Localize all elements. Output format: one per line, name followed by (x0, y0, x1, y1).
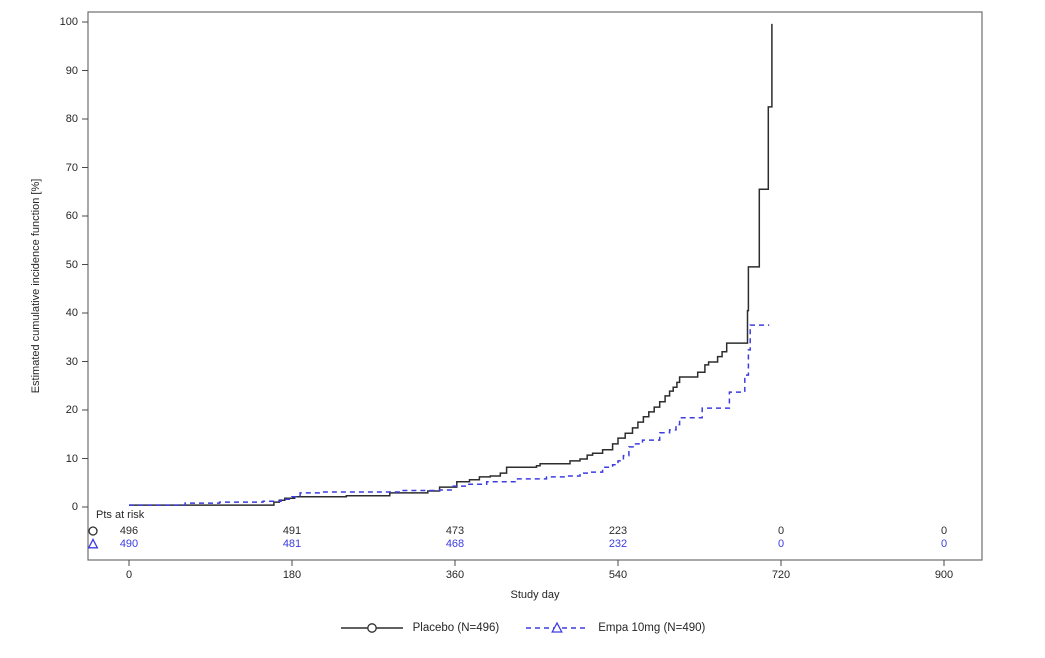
risk-count: 0 (777, 525, 785, 537)
risk-count: 0 (940, 525, 948, 537)
empa-dashed-triangle-icon (526, 621, 589, 633)
series-curve-placebo (129, 23, 773, 506)
x-axis-title: Study day (510, 589, 560, 601)
risk-count: 232 (608, 538, 628, 550)
risk-count: 491 (282, 525, 302, 537)
x-tick-label: 540 (608, 569, 628, 581)
y-axis-title: Estimated cumulative incidence function … (30, 178, 42, 394)
legend: Placebo (N=496) Empa 10mg (N=490) (0, 621, 1045, 635)
y-tick-label: 100 (59, 16, 78, 28)
y-tick-label: 50 (65, 258, 78, 271)
legend-entry-placebo: Placebo (N=496) (340, 621, 500, 635)
risk-count: 468 (445, 538, 465, 550)
x-tick-label: 900 (934, 569, 954, 581)
risk-count: 496 (119, 525, 139, 537)
risk-count: 481 (282, 538, 302, 550)
y-tick-label: 90 (65, 64, 78, 77)
risk-row-circle-icon (88, 526, 98, 536)
plot-border (87, 11, 983, 561)
x-tick-label: 180 (282, 569, 302, 581)
legend-label-empa: Empa 10mg (N=490) (598, 622, 706, 634)
risk-count: 0 (940, 538, 948, 550)
y-tick-label: 0 (71, 501, 78, 513)
y-tick-label: 10 (65, 452, 78, 465)
legend-entry-empa: Empa 10mg (N=490) (525, 621, 705, 635)
series-curve-empa (129, 324, 770, 506)
y-tick-label: 30 (65, 355, 78, 368)
risk-count: 490 (119, 538, 139, 550)
risk-count: 223 (608, 525, 628, 537)
risk-count: 473 (445, 525, 465, 537)
pts-at-risk-label: Pts at risk (96, 509, 145, 521)
y-tick-label: 40 (65, 307, 78, 319)
y-tick-label: 80 (65, 113, 78, 125)
y-tick-label: 60 (65, 210, 78, 222)
x-tick-label: 360 (445, 569, 465, 581)
legend-label-placebo: Placebo (N=496) (412, 622, 500, 634)
y-tick-label: 70 (65, 161, 78, 174)
x-tick-label: 720 (771, 569, 791, 581)
risk-count: 0 (777, 538, 785, 550)
x-tick-label: 0 (125, 569, 133, 581)
risk-row-triangle-icon (87, 537, 99, 549)
placebo-line-circle-icon (340, 623, 403, 633)
y-tick-label: 20 (65, 404, 78, 416)
